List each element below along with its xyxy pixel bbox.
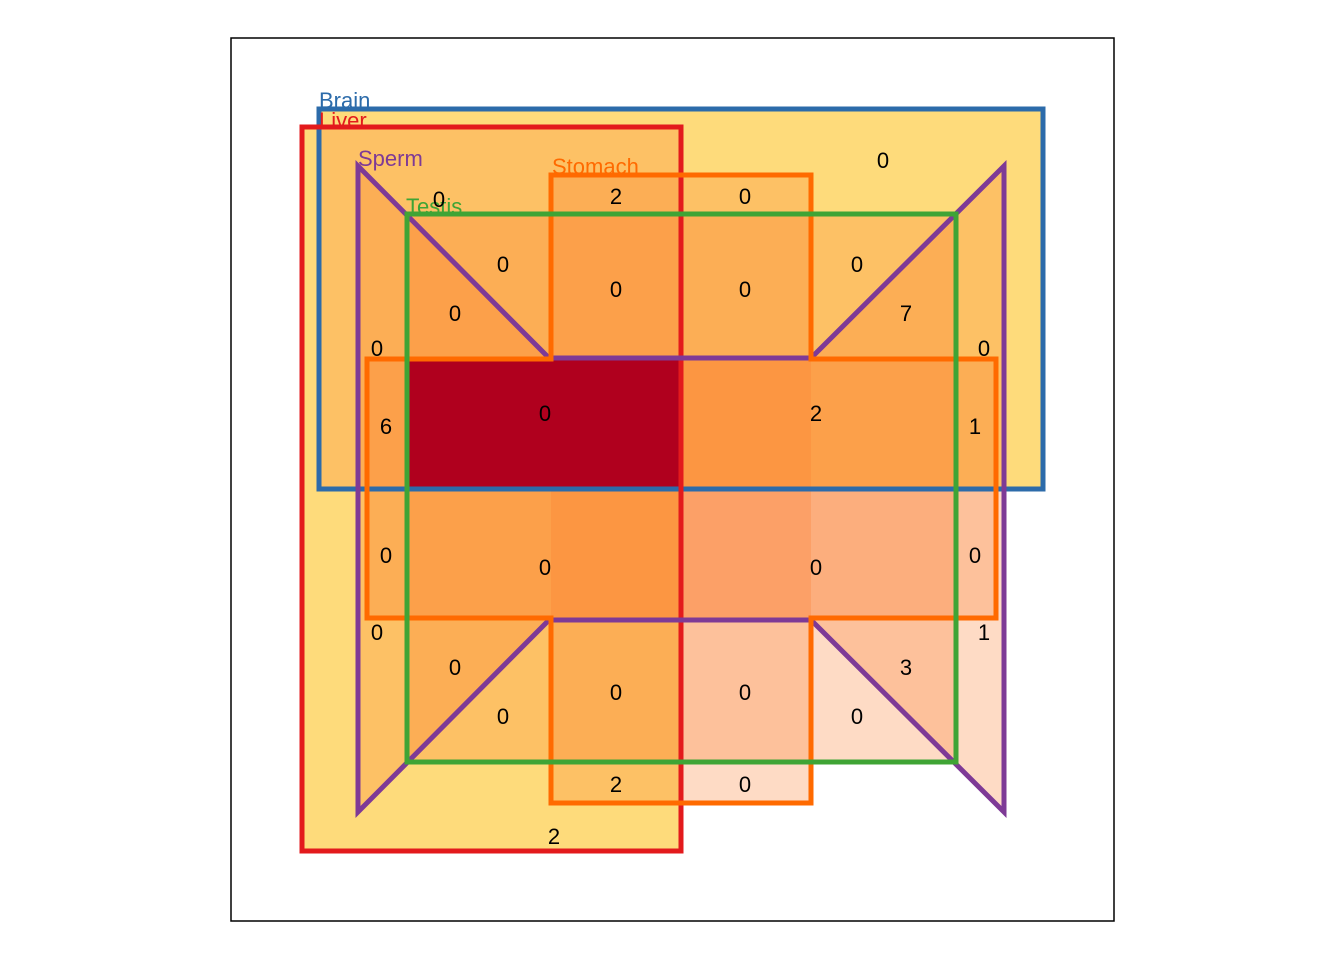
region-count: 0 — [497, 252, 509, 277]
testis-label: Testis — [406, 194, 462, 219]
region-count: 2 — [810, 401, 822, 426]
liver-outline — [299, 124, 684, 854]
region-count: 6 — [380, 414, 392, 439]
region-count: 0 — [851, 704, 863, 729]
region-count: 0 — [371, 336, 383, 361]
region-count: 3 — [900, 655, 912, 680]
region-count: 0 — [978, 336, 990, 361]
region-count: 0 — [739, 184, 751, 209]
plot-frame — [230, 37, 1115, 922]
region-count: 0 — [371, 620, 383, 645]
region-count: 2 — [610, 772, 622, 797]
region-count: 0 — [449, 301, 461, 326]
region-count: 1 — [969, 414, 981, 439]
region-count: 0 — [433, 187, 445, 212]
region-count: 0 — [851, 252, 863, 277]
stomach-label: Stomach — [552, 154, 639, 179]
region-count: 0 — [610, 680, 622, 705]
region-count: 2 — [548, 824, 560, 849]
region-count: 0 — [969, 543, 981, 568]
region-count: 0 — [449, 655, 461, 680]
region-count: 7 — [900, 301, 912, 326]
core-region — [407, 359, 681, 489]
testis-outline — [404, 211, 959, 765]
region-count: 2 — [610, 184, 622, 209]
sperm-outline — [355, 159, 1007, 819]
sperm-label: Sperm — [358, 146, 423, 171]
region-count: 0 — [739, 277, 751, 302]
brain-label: Brain — [319, 88, 370, 113]
region-count: 0 — [539, 555, 551, 580]
region-count: 0 — [380, 543, 392, 568]
region-count: 0 — [610, 277, 622, 302]
region-count: 0 — [539, 401, 551, 426]
region-count: 0 — [497, 704, 509, 729]
region-count: 0 — [739, 680, 751, 705]
region-count: 0 — [877, 148, 889, 173]
region-count: 1 — [978, 620, 990, 645]
stomach-outline — [364, 172, 999, 806]
region-count: 0 — [739, 772, 751, 797]
liver-label: Liver — [319, 108, 367, 133]
region-count: 0 — [810, 555, 822, 580]
